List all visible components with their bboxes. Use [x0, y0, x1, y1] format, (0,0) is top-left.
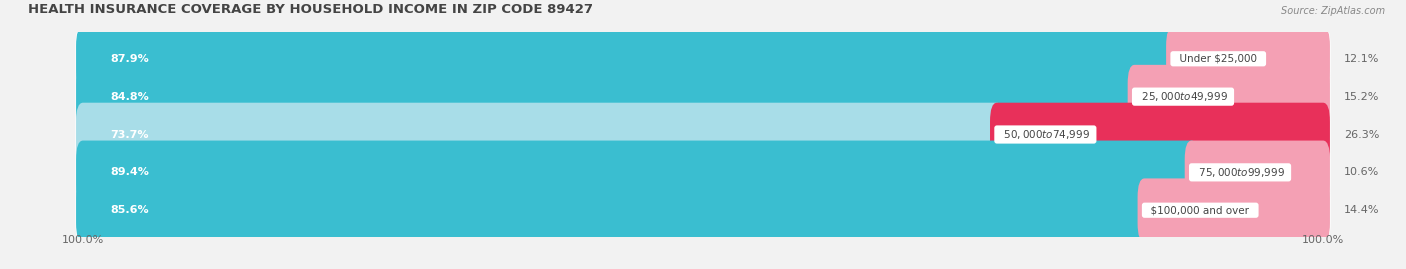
FancyBboxPatch shape [76, 65, 1142, 128]
FancyBboxPatch shape [76, 178, 1330, 242]
Text: 14.4%: 14.4% [1344, 205, 1379, 215]
FancyBboxPatch shape [1166, 27, 1330, 91]
Text: HEALTH INSURANCE COVERAGE BY HOUSEHOLD INCOME IN ZIP CODE 89427: HEALTH INSURANCE COVERAGE BY HOUSEHOLD I… [28, 3, 593, 16]
Text: 12.1%: 12.1% [1344, 54, 1379, 64]
Text: 87.9%: 87.9% [111, 54, 149, 64]
Text: 26.3%: 26.3% [1344, 129, 1379, 140]
Text: 100.0%: 100.0% [62, 235, 104, 245]
Text: 85.6%: 85.6% [111, 205, 149, 215]
FancyBboxPatch shape [76, 27, 1180, 91]
FancyBboxPatch shape [1137, 178, 1330, 242]
FancyBboxPatch shape [1185, 141, 1330, 204]
Text: 15.2%: 15.2% [1344, 92, 1379, 102]
FancyBboxPatch shape [76, 141, 1330, 204]
FancyBboxPatch shape [76, 27, 1330, 91]
FancyBboxPatch shape [76, 141, 1198, 204]
Text: 89.4%: 89.4% [111, 167, 149, 177]
FancyBboxPatch shape [1128, 65, 1330, 128]
Text: $100,000 and over: $100,000 and over [1144, 205, 1256, 215]
Text: Under $25,000: Under $25,000 [1173, 54, 1264, 64]
Text: 73.7%: 73.7% [111, 129, 149, 140]
Text: 10.6%: 10.6% [1344, 167, 1379, 177]
FancyBboxPatch shape [76, 103, 1330, 166]
Text: $75,000 to $99,999: $75,000 to $99,999 [1192, 166, 1288, 179]
FancyBboxPatch shape [990, 103, 1330, 166]
Text: 100.0%: 100.0% [1302, 235, 1344, 245]
FancyBboxPatch shape [76, 103, 1004, 166]
Text: 84.8%: 84.8% [111, 92, 149, 102]
Text: Source: ZipAtlas.com: Source: ZipAtlas.com [1281, 6, 1385, 16]
Text: $25,000 to $49,999: $25,000 to $49,999 [1135, 90, 1232, 103]
FancyBboxPatch shape [76, 65, 1330, 128]
FancyBboxPatch shape [76, 178, 1152, 242]
Text: $50,000 to $74,999: $50,000 to $74,999 [997, 128, 1094, 141]
